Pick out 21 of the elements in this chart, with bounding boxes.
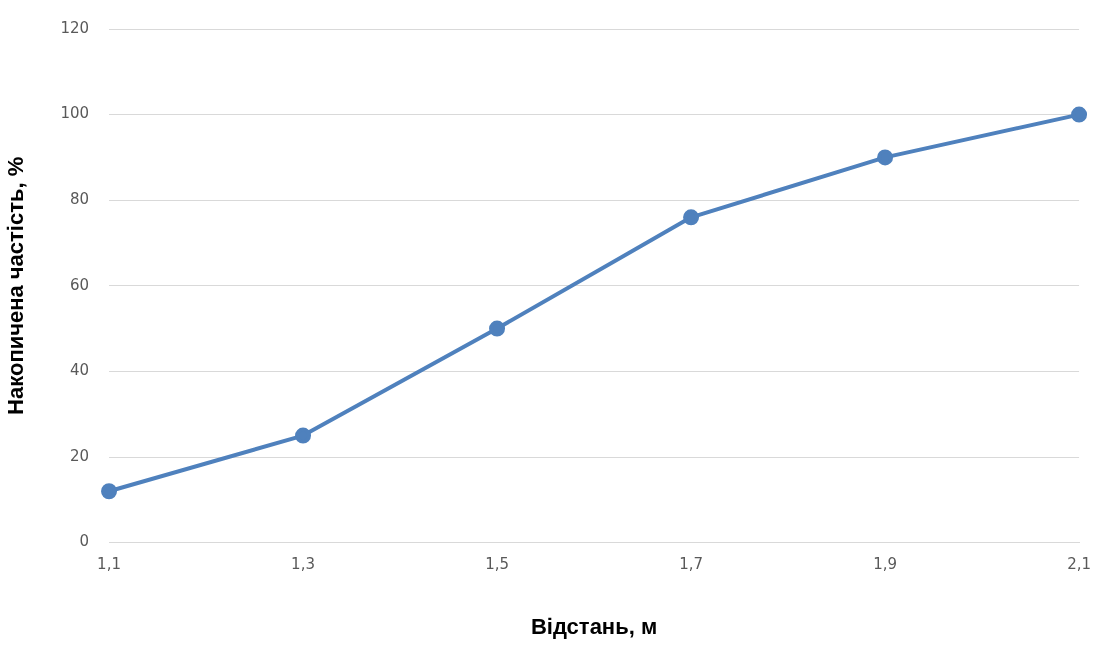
- x-axis-title: Відстань, м: [530, 613, 658, 639]
- x-tick-label: 1,3: [291, 555, 315, 574]
- point: [683, 209, 700, 226]
- point: [489, 320, 506, 337]
- point: [101, 483, 118, 500]
- y-tick-label: 80: [69, 190, 90, 209]
- point: [877, 149, 894, 166]
- point: [295, 427, 312, 444]
- y-tick-label: 40: [69, 361, 90, 380]
- x-tick-label: 1,5: [485, 555, 509, 574]
- x-tick-label: 1,7: [679, 555, 703, 574]
- x-tick-label: 2,1: [1067, 555, 1091, 574]
- y-axis-title: Накопичена частість, %: [3, 156, 29, 415]
- y-tick-label: 120: [60, 18, 90, 37]
- x-tick-label: 1,9: [873, 555, 897, 574]
- point: [1071, 106, 1088, 123]
- y-tick-label: 100: [60, 104, 90, 123]
- y-tick-label: 0: [79, 532, 90, 551]
- x-tick-label: 1,1: [97, 555, 121, 574]
- y-tick-label: 20: [69, 446, 90, 465]
- y-tick-label: 60: [69, 275, 90, 294]
